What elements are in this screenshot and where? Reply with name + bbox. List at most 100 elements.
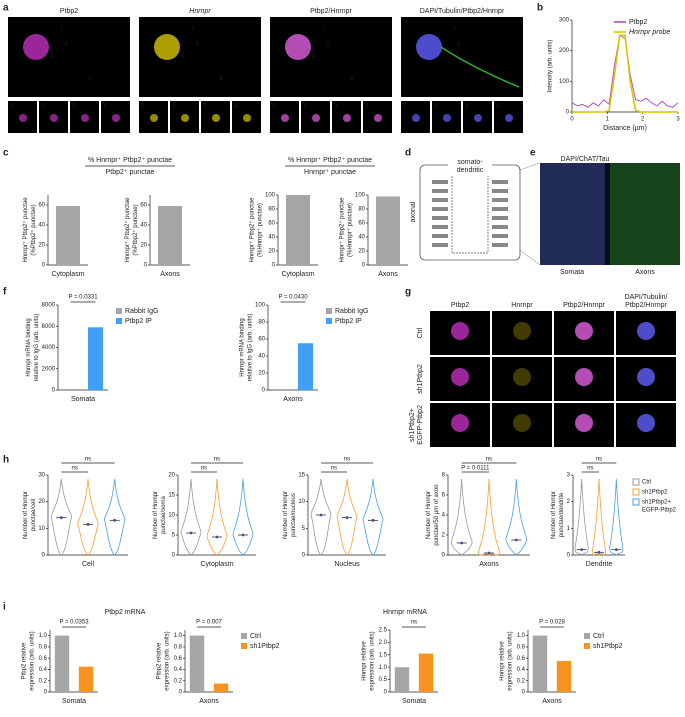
y-tick-label: 15: [168, 493, 175, 499]
cell-body: [575, 368, 593, 386]
y-tick-label: 300: [559, 18, 570, 24]
channel: [492, 243, 508, 247]
bar: [298, 343, 313, 390]
y-tick-label: 0: [567, 553, 571, 559]
y-axis-label: Hnrnpr mRNA binding: [26, 318, 32, 376]
puncta: [112, 114, 120, 122]
y-axis-label: punctae/nucleus: [291, 493, 297, 537]
cell-body: [513, 322, 531, 340]
median-dot: [86, 522, 90, 526]
y-tick-label: 0.6: [174, 656, 183, 662]
y-axis-label: Hnrnpr relative: [499, 641, 505, 681]
channel: [432, 243, 448, 247]
arrow-label: 4: [88, 77, 92, 83]
y-axis-label: Number of Hnrnpr: [551, 491, 557, 539]
channel: [492, 189, 508, 193]
y-tick-label: 20: [38, 499, 45, 505]
arrow-label: 4: [481, 77, 485, 83]
x-axis-label: Axons: [160, 271, 180, 278]
significance-label: ns: [85, 457, 91, 463]
puncta: [374, 114, 382, 122]
panel-letter: f: [3, 287, 7, 298]
puncta: [412, 114, 420, 122]
arrow-label: 1: [60, 27, 64, 33]
y-tick-label: 2000: [42, 366, 56, 372]
x-axis-label: Axons: [283, 396, 303, 403]
y-axis-label: expression (arb. units): [164, 631, 170, 690]
inset-label: 3: [465, 104, 469, 110]
inset-label: 4: [496, 104, 500, 110]
p-value: ns: [411, 620, 417, 626]
channel: [492, 207, 508, 211]
x-axis-label: Somata: [62, 698, 86, 705]
bar: [532, 635, 548, 692]
cell-body: [513, 414, 531, 432]
zoom-line: [519, 162, 541, 171]
channel: [432, 234, 448, 238]
axon-region: [610, 163, 680, 265]
median-dot: [215, 535, 219, 539]
bar: [158, 206, 182, 265]
median-dot: [319, 513, 323, 517]
violin: [505, 478, 528, 556]
x-axis-label: Cell: [82, 561, 95, 568]
median-dot: [189, 531, 193, 535]
bar: [56, 206, 80, 265]
inset-label: 3: [334, 104, 338, 110]
channel: [432, 216, 448, 220]
y-tick-label: 0: [179, 690, 183, 696]
bar: [394, 667, 410, 692]
legend-label: Ctrl: [642, 480, 651, 486]
inset-label: 1: [141, 104, 145, 110]
y-tick-label: 0.2: [174, 678, 183, 684]
y-axis-label: Hnrnpr relative: [361, 641, 367, 681]
median-dot: [113, 518, 117, 522]
y-tick-label: 100: [265, 193, 276, 199]
y-axis-label: (%Hnrnpr⁺ punctae): [256, 203, 263, 257]
puncta: [81, 114, 89, 122]
legend-label: sh1Ptbp2: [593, 643, 623, 650]
y-tick-label: 80: [358, 207, 365, 213]
x-tick-label: 2: [641, 117, 645, 123]
inset-label: 4: [234, 104, 238, 110]
bar: [556, 661, 572, 692]
cell-body: [451, 322, 469, 340]
y-tick-label: 8: [442, 473, 446, 479]
cell-body: [154, 34, 180, 60]
y-tick-label: 30: [38, 473, 45, 479]
x-axis-label: Axons: [479, 561, 499, 568]
panel-letter: e: [530, 148, 536, 159]
violin: [478, 478, 500, 556]
puncta: [443, 114, 451, 122]
legend-swatch: [632, 498, 640, 506]
y-axis-label: relative to IgG (arb. units): [247, 314, 253, 382]
arrow-label: 3: [457, 42, 461, 48]
violin: [450, 478, 473, 556]
violin: [574, 478, 589, 556]
diagram-label: somato-: [457, 159, 483, 166]
y-tick-label: 0: [262, 388, 266, 394]
y-axis-label: Hnrnpr⁺ Ptbp2⁺ punctae: [248, 197, 255, 263]
y-tick-label: 8000: [42, 303, 56, 309]
y-tick-label: 40: [268, 235, 275, 241]
legend-label: Rabbit IgG: [335, 308, 368, 315]
legend-label: Ptbp2 IP: [335, 318, 362, 325]
puncta: [181, 114, 189, 122]
legend-swatch: [326, 318, 332, 324]
line-series: [571, 34, 679, 108]
violin: [591, 478, 607, 556]
micrograph: [270, 17, 392, 97]
puncta: [474, 114, 482, 122]
significance-label: P = 0.0111: [461, 466, 490, 472]
channel-title: Ptbp2: [60, 8, 78, 15]
y-tick-label: 80: [268, 207, 275, 213]
significance-label: ns: [344, 457, 350, 463]
y-tick-label: 5: [172, 533, 176, 539]
panel-letter: b: [537, 3, 543, 14]
column-title: Ptbp2/Hnrnpr: [625, 302, 667, 309]
bar: [54, 635, 70, 692]
row-label: sh1Ptbp2+: [409, 408, 416, 442]
significance-label: ns: [331, 466, 337, 472]
p-value: P = 0.0331: [68, 295, 98, 301]
